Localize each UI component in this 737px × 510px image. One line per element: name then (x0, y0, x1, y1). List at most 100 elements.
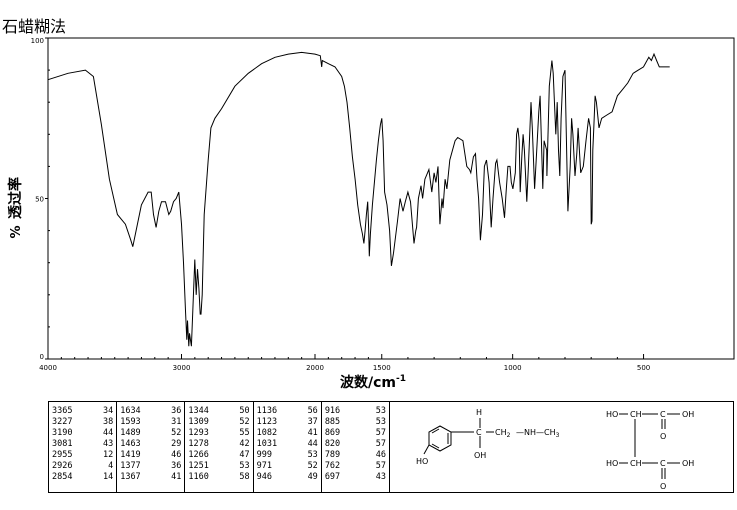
peak-column: 1634 36 1593 31 1489 52 1463 29 1419 46 1377 36 1367… (117, 402, 186, 492)
peak-transmittance: 52 (171, 428, 182, 438)
peak-wavenumber: 1489 (120, 428, 141, 438)
peak-row: 1136 56 (257, 406, 318, 417)
peak-row: 885 53 (325, 417, 386, 428)
peak-transmittance: 12 (102, 450, 114, 460)
peak-transmittance: 55 (239, 428, 250, 438)
peak-column: 1344 50 1309 52 1293 55 1278 42 1266 47 1251 53 1160… (185, 402, 254, 492)
peak-wavenumber: 3365 (52, 406, 73, 416)
peak-transmittance: 50 (239, 406, 250, 416)
peak-wavenumber: 971 (256, 461, 272, 471)
peak-wavenumber: 1593 (120, 417, 141, 427)
peak-transmittance: 53 (375, 406, 387, 416)
peak-row: 1278 42 (188, 439, 249, 450)
x-tick-label: 2000 (306, 364, 324, 372)
peak-transmittance: 53 (307, 450, 318, 460)
ch-label-1: CH (630, 410, 642, 419)
peak-wavenumber: 1160 (188, 472, 209, 482)
peak-wavenumber: 3190 (52, 428, 73, 438)
peak-wavenumber: 820 (324, 439, 341, 449)
peak-transmittance: 29 (171, 439, 182, 449)
peak-row: 1293 55 (188, 428, 249, 439)
peak-column: 3365 34 3227 38 3190 44 3081 43 2955 12 2926 4 2854 1… (49, 402, 118, 492)
peak-wavenumber: 789 (324, 450, 341, 460)
peak-row: 3227 38 (52, 417, 113, 428)
peak-transmittance: 52 (307, 461, 318, 471)
peak-wavenumber: 1309 (188, 417, 209, 427)
phenylephrine-structure: HO H OH CH2 —NH—CH3 C (416, 408, 560, 466)
peak-row: 2854 14 (52, 472, 113, 483)
o-label-2: O (660, 482, 666, 491)
peak-transmittance: 46 (171, 450, 182, 460)
peak-row: 999 53 (257, 450, 318, 461)
oh-label: OH (474, 451, 486, 460)
peak-row: 1489 52 (120, 428, 181, 439)
h-label: H (476, 408, 482, 417)
peak-row: 820 57 (325, 439, 386, 450)
peak-wavenumber: 3227 (52, 417, 73, 427)
peak-transmittance: 43 (102, 439, 114, 449)
peak-transmittance: 14 (102, 472, 114, 482)
structure-box: HO H OH CH2 —NH—CH3 C HO CH C OH O HO CH (390, 401, 734, 493)
peak-row: 1082 41 (257, 428, 318, 439)
peak-row: 3190 44 (52, 428, 113, 439)
peak-row: 2955 12 (52, 450, 113, 461)
peak-row: 762 57 (325, 461, 386, 472)
peak-row: 1377 36 (120, 461, 181, 472)
peak-row: 1634 36 (120, 406, 181, 417)
peak-column: 1136 56 1123 37 1082 41 1031 44 999 53 971 52 946 49 (254, 402, 322, 492)
peak-wavenumber: 762 (324, 461, 341, 471)
peak-wavenumber: 1344 (188, 406, 209, 416)
peak-table: 3365 34 3227 38 3190 44 3081 43 2955 12 2926 4 2854 1… (48, 401, 390, 493)
peak-wavenumber: 885 (324, 417, 341, 427)
peak-wavenumber: 1278 (188, 439, 209, 449)
peak-wavenumber: 1463 (120, 439, 141, 449)
peak-row: 1419 46 (120, 450, 181, 461)
peak-wavenumber: 1136 (256, 406, 278, 416)
peak-wavenumber: 1377 (120, 461, 141, 471)
x-axis-label: 波数/cm-1 (340, 374, 406, 391)
peak-transmittance: 43 (375, 472, 387, 482)
peak-transmittance: 53 (239, 461, 250, 471)
peak-wavenumber: 946 (256, 472, 272, 482)
peak-wavenumber: 1367 (120, 472, 141, 482)
peak-transmittance: 53 (375, 417, 387, 427)
peak-row: 916 53 (325, 406, 386, 417)
peak-row: 3081 43 (52, 439, 113, 450)
peak-wavenumber: 999 (256, 450, 272, 460)
plot-frame (47, 37, 735, 360)
peak-wavenumber: 1266 (188, 450, 209, 460)
peak-transmittance: 36 (171, 406, 182, 416)
peak-wavenumber: 916 (324, 406, 341, 416)
peak-row: 1123 37 (257, 417, 318, 428)
peak-transmittance: 57 (375, 461, 387, 471)
peak-wavenumber: 2854 (52, 472, 73, 482)
peak-transmittance: 34 (102, 406, 114, 416)
x-tick-label: 3000 (173, 364, 191, 372)
x-tick-label: 1500 (373, 364, 391, 372)
peak-row: 697 43 (325, 472, 386, 483)
c-label-1: C (660, 410, 666, 419)
peak-row: 2926 4 (52, 461, 113, 472)
peak-transmittance: 44 (307, 439, 318, 449)
peak-row: 1344 50 (188, 406, 249, 417)
peak-transmittance: 57 (375, 439, 387, 449)
peak-wavenumber: 697 (324, 472, 341, 482)
ho-label: HO (416, 457, 428, 466)
peak-transmittance: 37 (307, 417, 318, 427)
peak-wavenumber: 869 (324, 428, 341, 438)
peak-transmittance: 52 (239, 417, 250, 427)
peak-wavenumber: 1634 (120, 406, 141, 416)
oh-label-1: OH (682, 410, 694, 419)
peak-transmittance: 46 (375, 450, 387, 460)
peak-row: 1266 47 (188, 450, 249, 461)
ch-label-2: CH (630, 459, 642, 468)
x-axis-ticks: 4000 3000 2000 1500 1000 500 (39, 354, 650, 372)
ho-label-1: HO (606, 410, 618, 419)
peak-wavenumber: 1123 (256, 417, 278, 427)
y-tick-label: 50 (35, 196, 44, 204)
y-axis-label: 透过率 (7, 177, 24, 219)
peak-row: 1031 44 (257, 439, 318, 450)
peak-transmittance: 38 (102, 417, 114, 427)
peak-transmittance: 47 (239, 450, 250, 460)
peak-wavenumber: 1419 (120, 450, 141, 460)
